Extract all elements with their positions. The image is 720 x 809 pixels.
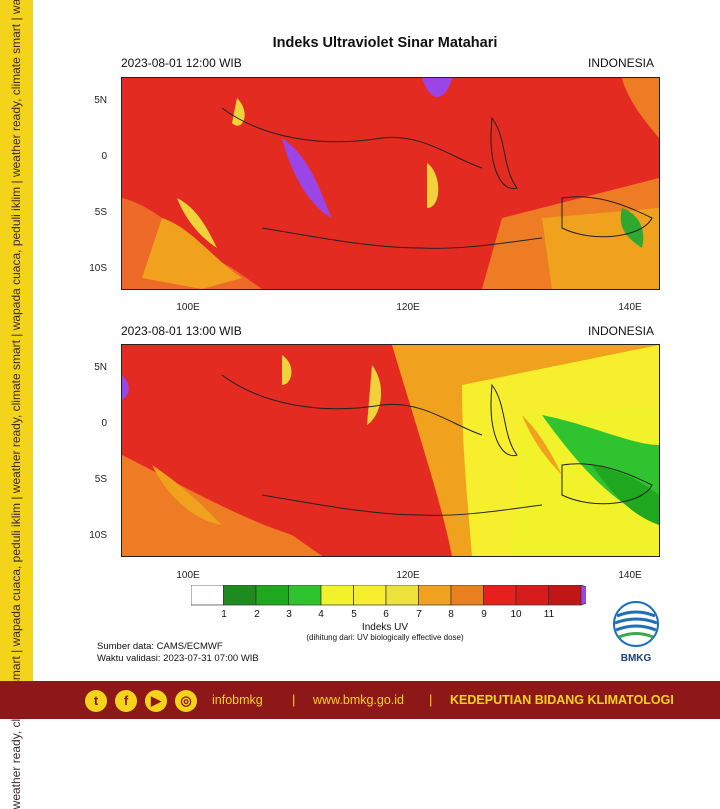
uv-map-panel-1 bbox=[121, 77, 660, 290]
lon-tick-120e-1: 120E bbox=[396, 302, 420, 313]
panel1-region: INDONESIA bbox=[588, 56, 655, 70]
colorbar-label-10: 10 bbox=[510, 609, 522, 620]
footer-division: KEDEPUTIAN BIDANG KLIMATOLOGI bbox=[450, 693, 674, 707]
twitter-icon[interactable]: t bbox=[85, 690, 107, 712]
lat-tick-5n-2: 5N bbox=[94, 362, 107, 373]
sidebar-tagline-bar: weather ready, climate smart | wapada cu… bbox=[0, 0, 33, 809]
colorbar-subtitle: (dihitung dari: UV biologically effectiv… bbox=[306, 633, 464, 642]
colorbar-arrow bbox=[580, 585, 586, 606]
lat-tick-0-2: 0 bbox=[101, 418, 107, 429]
colorbar-label-7: 7 bbox=[416, 609, 422, 620]
colorbar-cell bbox=[483, 585, 517, 606]
youtube-icon[interactable]: ▶ bbox=[145, 690, 167, 712]
colorbar-cell bbox=[450, 585, 484, 606]
lon-tick-140e-2: 140E bbox=[618, 570, 642, 581]
colorbar-cell bbox=[515, 585, 549, 606]
lon-tick-140e-1: 140E bbox=[618, 302, 642, 313]
bmkg-logo-text: BMKG bbox=[620, 653, 652, 664]
panel2-region: INDONESIA bbox=[588, 324, 655, 338]
lat-tick-10s-2: 10S bbox=[89, 530, 107, 541]
lat-tick-0-1: 0 bbox=[101, 151, 107, 162]
lat-tick-10s-1: 10S bbox=[89, 263, 107, 274]
footer-separator-1: | bbox=[292, 692, 296, 707]
colorbar-cell bbox=[385, 585, 419, 606]
lat-tick-5s-1: 5S bbox=[94, 207, 107, 218]
colorbar-cell bbox=[223, 585, 257, 606]
colorbar-cell bbox=[288, 585, 322, 606]
colorbar-label-8: 8 bbox=[448, 609, 454, 620]
colorbar-label-5: 5 bbox=[351, 609, 357, 620]
bmkg-logo: BMKG bbox=[611, 600, 661, 664]
colorbar-label-9: 9 bbox=[481, 609, 487, 620]
colorbar-title: Indeks UV bbox=[361, 622, 409, 633]
lat-tick-5n-1: 5N bbox=[94, 95, 107, 106]
lon-tick-100e-2: 100E bbox=[176, 570, 200, 581]
footer-site[interactable]: www.bmkg.go.id bbox=[313, 693, 405, 707]
footer-handle[interactable]: infobmkg bbox=[212, 693, 263, 707]
map-title: Indeks Ultraviolet Sinar Matahari bbox=[272, 35, 498, 51]
panel2-datetime: 2023-08-01 13:00 WIB bbox=[121, 324, 242, 338]
colorbar-cell bbox=[191, 585, 224, 606]
panel1-datetime: 2023-08-01 12:00 WIB bbox=[121, 56, 242, 70]
colorbar-label-11: 11 bbox=[543, 609, 555, 620]
uv-colorbar bbox=[191, 585, 586, 606]
lat-tick-5s-2: 5S bbox=[94, 474, 107, 485]
colorbar-label-2: 2 bbox=[254, 609, 260, 620]
colorbar-label-6: 6 bbox=[383, 609, 389, 620]
colorbar-label-4: 4 bbox=[318, 609, 324, 620]
instagram-icon[interactable]: ◎ bbox=[175, 690, 197, 712]
lon-tick-120e-2: 120E bbox=[396, 570, 420, 581]
colorbar-label-1: 1 bbox=[221, 609, 227, 620]
footer-separator-2: | bbox=[429, 692, 433, 707]
lon-tick-100e-1: 100E bbox=[176, 302, 200, 313]
validity-time: Waktu validasi: 2023-07-31 07:00 WIB bbox=[97, 653, 259, 664]
uv-map-panel-2 bbox=[121, 344, 660, 557]
colorbar-label-3: 3 bbox=[286, 609, 292, 620]
data-source: Sumber data: CAMS/ECMWF bbox=[97, 641, 223, 652]
facebook-icon[interactable]: f bbox=[115, 690, 137, 712]
colorbar-cell bbox=[320, 585, 354, 606]
colorbar-cell bbox=[548, 585, 582, 606]
colorbar-cell bbox=[255, 585, 289, 606]
colorbar-cell bbox=[418, 585, 452, 606]
colorbar-cell bbox=[353, 585, 387, 606]
